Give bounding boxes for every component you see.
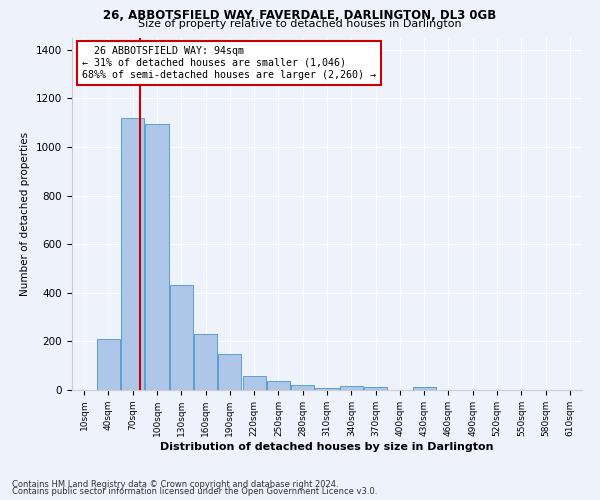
Bar [170,286,193,390]
Bar [242,376,266,390]
Bar [145,124,169,390]
Text: Size of property relative to detached houses in Darlington: Size of property relative to detached ho… [138,19,462,29]
Bar [121,118,144,390]
Bar [267,381,290,390]
Bar [291,384,314,390]
Y-axis label: Number of detached properties: Number of detached properties [20,132,31,296]
Text: 26 ABBOTSFIELD WAY: 94sqm
← 31% of detached houses are smaller (1,046)
68%% of s: 26 ABBOTSFIELD WAY: 94sqm ← 31% of detac… [82,46,376,80]
Text: 26, ABBOTSFIELD WAY, FAVERDALE, DARLINGTON, DL3 0GB: 26, ABBOTSFIELD WAY, FAVERDALE, DARLINGT… [103,9,497,22]
Bar [340,386,363,390]
Text: Contains HM Land Registry data © Crown copyright and database right 2024.: Contains HM Land Registry data © Crown c… [12,480,338,489]
Bar [316,388,338,390]
Bar [97,339,120,390]
Bar [413,387,436,390]
Bar [364,386,387,390]
Bar [194,334,217,390]
X-axis label: Distribution of detached houses by size in Darlington: Distribution of detached houses by size … [160,442,494,452]
Bar [218,354,241,390]
Text: Contains public sector information licensed under the Open Government Licence v3: Contains public sector information licen… [12,487,377,496]
